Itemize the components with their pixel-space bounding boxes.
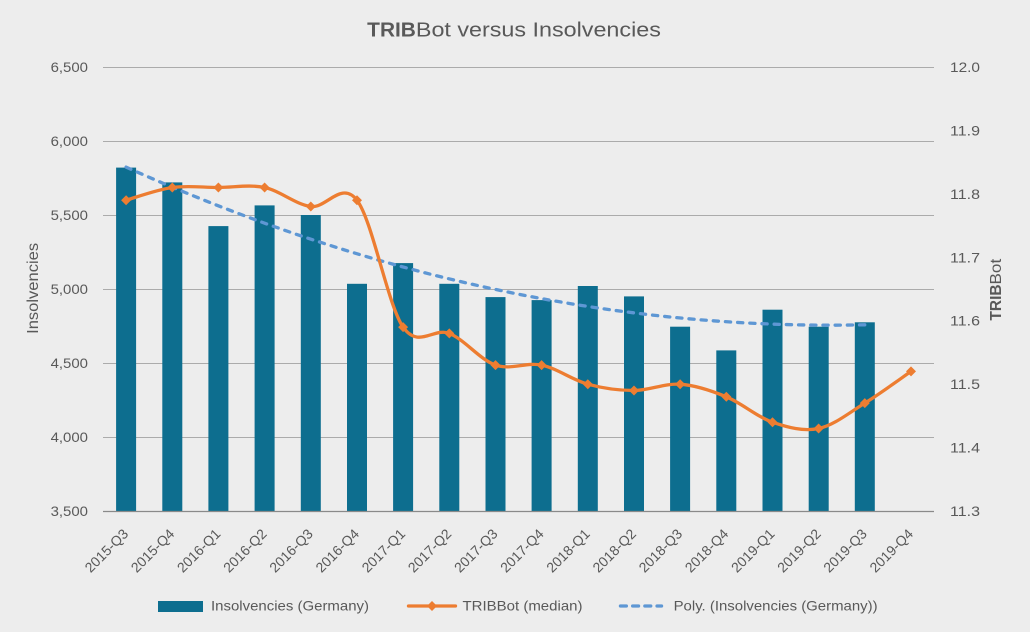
svg-text:6,500: 6,500 (51, 59, 89, 75)
svg-text:11.3: 11.3 (950, 503, 980, 519)
svg-text:TRIB: TRIB (367, 19, 416, 42)
svg-text:11.6: 11.6 (950, 313, 980, 329)
svg-text:2017-Q3: 2017-Q3 (451, 525, 501, 575)
svg-text:11.7: 11.7 (950, 249, 980, 265)
svg-text:5,000: 5,000 (51, 281, 89, 297)
svg-text:2019-Q3: 2019-Q3 (820, 525, 870, 575)
svg-text:2018-Q2: 2018-Q2 (589, 525, 639, 575)
svg-text:2017-Q2: 2017-Q2 (405, 525, 455, 575)
svg-text:2018-Q1: 2018-Q1 (543, 525, 593, 575)
svg-text:2016-Q1: 2016-Q1 (174, 525, 224, 575)
svg-text:Bot: Bot (988, 258, 1005, 284)
svg-text:2018-Q3: 2018-Q3 (635, 525, 685, 575)
svg-text:Poly. (Insolvencies (Germany)): Poly. (Insolvencies (Germany)) (674, 598, 878, 614)
svg-text:6,000: 6,000 (51, 133, 89, 149)
svg-text:2015-Q3: 2015-Q3 (81, 525, 131, 575)
svg-text:TRIBBot (median): TRIBBot (median) (463, 598, 583, 614)
svg-text:4,500: 4,500 (51, 355, 89, 371)
svg-text:Bot versus Insolvencies: Bot versus Insolvencies (416, 19, 661, 42)
svg-text:2016-Q4: 2016-Q4 (312, 525, 362, 575)
svg-text:Insolvencies: Insolvencies (25, 243, 42, 334)
svg-text:5,500: 5,500 (51, 207, 89, 223)
svg-text:11.4: 11.4 (950, 440, 980, 456)
svg-text:Insolvencies (Germany): Insolvencies (Germany) (211, 598, 369, 614)
svg-text:3,500: 3,500 (51, 503, 89, 519)
svg-text:2019-Q1: 2019-Q1 (728, 525, 778, 575)
svg-text:2019-Q2: 2019-Q2 (774, 525, 824, 575)
svg-text:2019-Q4: 2019-Q4 (866, 525, 916, 575)
svg-text:11.5: 11.5 (950, 376, 980, 392)
svg-text:2016-Q2: 2016-Q2 (220, 525, 270, 575)
svg-text:2017-Q4: 2017-Q4 (497, 525, 547, 575)
svg-text:2015-Q4: 2015-Q4 (128, 525, 178, 575)
svg-text:12.0: 12.0 (950, 59, 980, 75)
svg-text:11.8: 11.8 (950, 186, 980, 202)
svg-text:2018-Q4: 2018-Q4 (682, 525, 732, 575)
svg-text:TRIB: TRIB (988, 285, 1005, 321)
svg-text:11.9: 11.9 (950, 122, 980, 138)
svg-text:2017-Q1: 2017-Q1 (358, 525, 408, 575)
svg-text:2016-Q3: 2016-Q3 (266, 525, 316, 575)
svg-text:4,000: 4,000 (51, 429, 89, 445)
